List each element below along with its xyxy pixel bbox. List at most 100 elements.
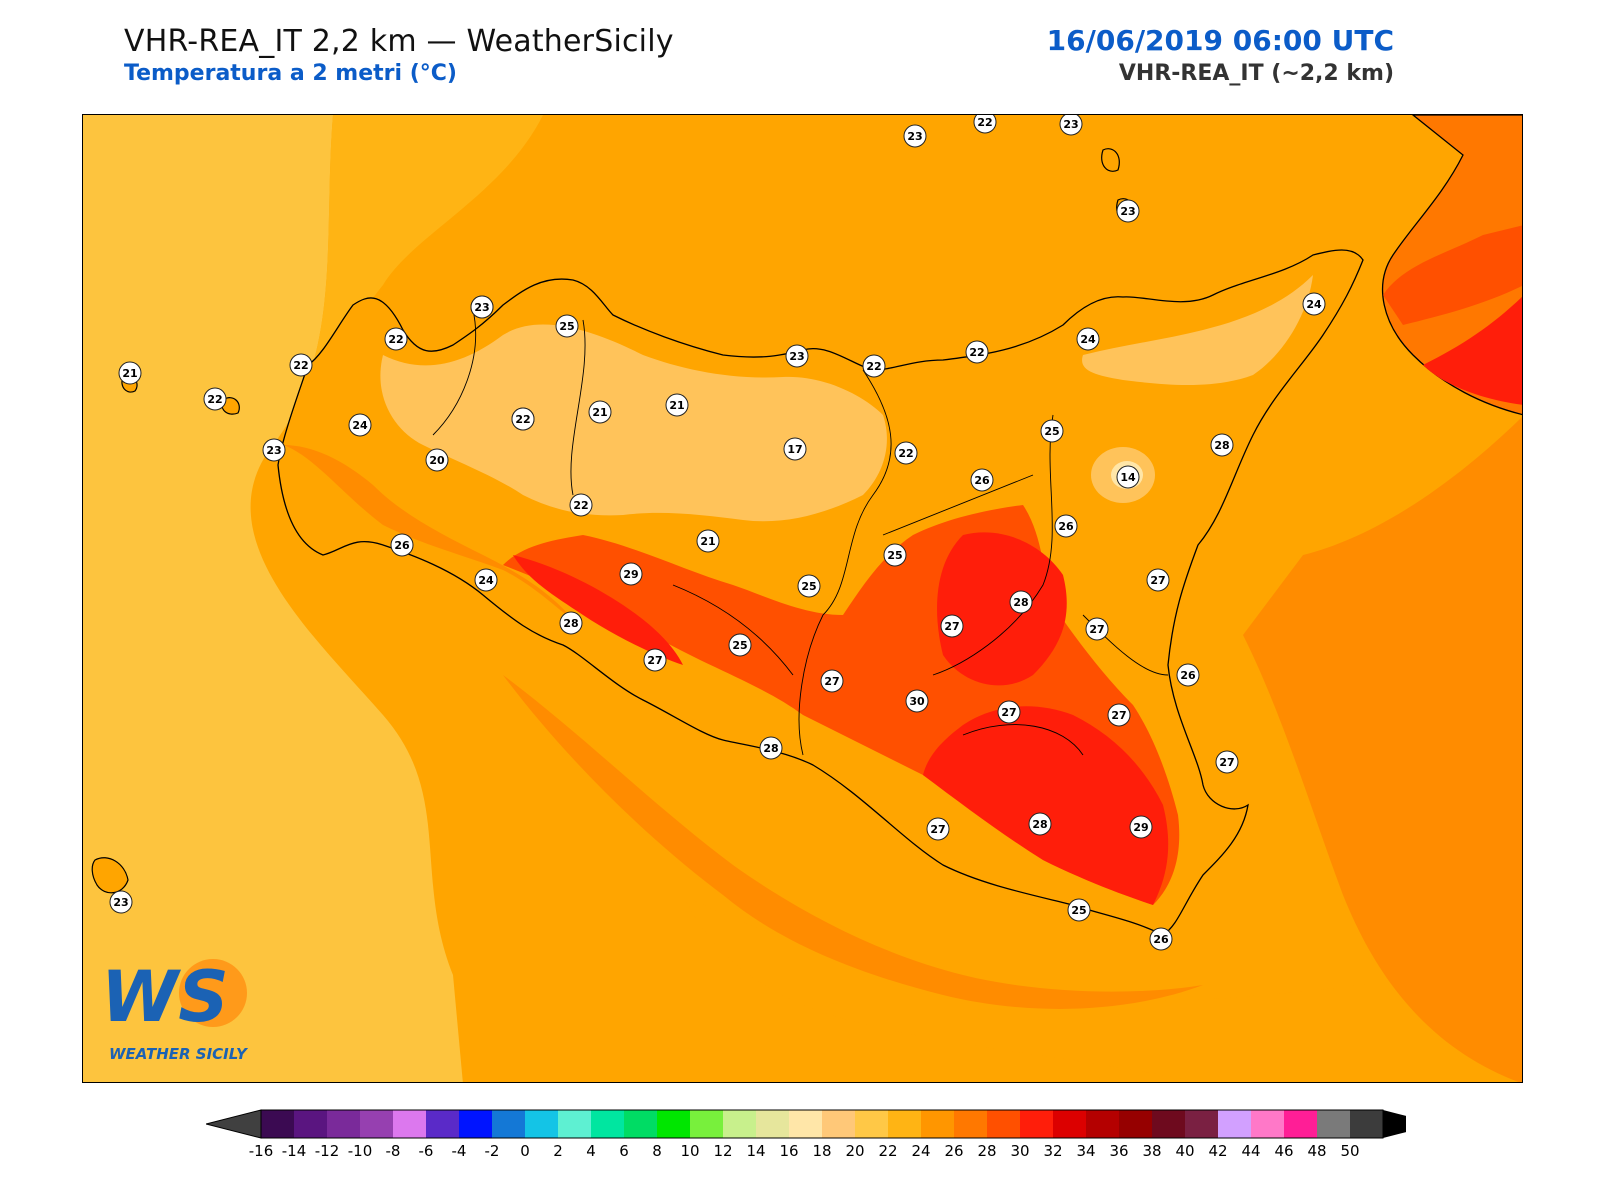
variable-subtitle: Temperatura a 2 metri (°C) <box>124 61 457 86</box>
colorbar-tick-label: 48 <box>1307 1142 1326 1160</box>
station-marker[interactable]: 27 <box>1146 568 1170 592</box>
station-marker[interactable]: 28 <box>1009 590 1033 614</box>
station-marker[interactable]: 23 <box>1116 199 1140 223</box>
station-marker[interactable]: 27 <box>1215 750 1239 774</box>
station-circle <box>1129 815 1153 839</box>
station-marker[interactable]: 26 <box>390 533 414 557</box>
station-circle <box>1146 568 1170 592</box>
station-marker[interactable]: 28 <box>559 611 583 635</box>
station-marker[interactable]: 22 <box>569 493 593 517</box>
sicily-warm-west <box>283 445 573 620</box>
station-marker[interactable]: 25 <box>1040 419 1064 443</box>
station-temperature: 27 <box>647 654 662 667</box>
station-marker[interactable]: 22 <box>511 407 535 431</box>
colorbar-tick-label: 36 <box>1109 1142 1128 1160</box>
station-marker[interactable]: 14 <box>1116 465 1140 489</box>
station-marker[interactable]: 27 <box>820 669 844 693</box>
colorbar-segment <box>921 1110 954 1138</box>
station-marker[interactable]: 30 <box>905 689 929 713</box>
colorbar-segment <box>558 1110 591 1138</box>
station-marker[interactable]: 22 <box>384 327 408 351</box>
station-temperature: 28 <box>763 742 778 755</box>
station-marker[interactable]: 22 <box>894 441 918 465</box>
station-temperature: 17 <box>787 443 802 456</box>
station-circle <box>696 529 720 553</box>
station-marker[interactable]: 21 <box>696 529 720 553</box>
station-temperature: 21 <box>122 367 137 380</box>
station-circle <box>785 344 809 368</box>
station-marker[interactable]: 27 <box>940 614 964 638</box>
station-temperature: 26 <box>1180 669 1196 682</box>
station-marker[interactable]: 21 <box>665 393 689 417</box>
province-border <box>432 309 477 436</box>
logo-text: WEATHER SICILY <box>109 1045 247 1063</box>
station-marker[interactable]: 25 <box>883 543 907 567</box>
station-marker[interactable]: 25 <box>1067 898 1091 922</box>
colorbar-tick-label: 12 <box>713 1142 732 1160</box>
station-temperature: 23 <box>474 301 489 314</box>
station-marker[interactable]: 26 <box>1054 514 1078 538</box>
station-circle <box>1059 115 1083 136</box>
egadi-island-1 <box>221 397 240 415</box>
station-marker[interactable]: 22 <box>862 354 886 378</box>
station-temperature: 25 <box>559 320 574 333</box>
station-circle <box>728 633 752 657</box>
station-temperature: 22 <box>898 447 913 460</box>
station-marker[interactable]: 17 <box>783 437 807 461</box>
station-marker[interactable]: 26 <box>1149 927 1173 951</box>
station-temperature: 21 <box>669 399 684 412</box>
station-marker[interactable]: 24 <box>348 413 372 437</box>
station-temperature: 26 <box>394 539 410 552</box>
station-marker[interactable]: 27 <box>997 700 1021 724</box>
station-circle <box>555 314 579 338</box>
station-marker[interactable]: 28 <box>1028 812 1052 836</box>
station-marker[interactable]: 28 <box>759 736 783 760</box>
temperature-map[interactable]: 23 22 23 23 23 25 22 22 21 22 23 22 23 22 22 24 24 20 22 21… <box>82 114 1523 1083</box>
station-temperature: 27 <box>824 675 839 688</box>
station-circle <box>883 543 907 567</box>
station-marker[interactable]: 21 <box>118 361 142 385</box>
station-circle <box>1076 327 1100 351</box>
station-marker[interactable]: 24 <box>1302 292 1326 316</box>
station-marker[interactable]: 23 <box>1059 115 1083 136</box>
station-marker[interactable]: 22 <box>289 353 313 377</box>
station-marker[interactable]: 28 <box>1210 433 1234 457</box>
station-temperature: 27 <box>1001 706 1016 719</box>
station-marker[interactable]: 27 <box>926 817 950 841</box>
station-temperature: 20 <box>429 454 445 467</box>
station-marker[interactable]: 23 <box>262 438 286 462</box>
station-marker[interactable]: 20 <box>425 448 449 472</box>
colorbar-tick-label: 50 <box>1340 1142 1359 1160</box>
colorbar-min-extension <box>206 1109 262 1139</box>
station-marker[interactable]: 22 <box>203 387 227 411</box>
station-marker[interactable]: 24 <box>474 568 498 592</box>
station-marker[interactable]: 24 <box>1076 327 1100 351</box>
colorbar-segment <box>1152 1110 1185 1138</box>
station-marker[interactable]: 27 <box>1085 617 1109 641</box>
station-marker[interactable]: 23 <box>109 890 133 914</box>
province-border <box>570 319 586 496</box>
station-marker[interactable]: 21 <box>588 400 612 424</box>
station-marker[interactable]: 22 <box>973 115 997 134</box>
colorbar-tick-label: -10 <box>348 1142 373 1160</box>
station-circle <box>1116 465 1140 489</box>
station-circle <box>862 354 886 378</box>
station-marker[interactable]: 23 <box>785 344 809 368</box>
station-marker[interactable]: 26 <box>1176 663 1200 687</box>
station-marker[interactable]: 26 <box>970 468 994 492</box>
station-marker[interactable]: 29 <box>619 562 643 586</box>
station-marker[interactable]: 23 <box>470 295 494 319</box>
colorbar-segment <box>1053 1110 1086 1138</box>
station-marker[interactable]: 25 <box>728 633 752 657</box>
station-marker[interactable]: 25 <box>797 574 821 598</box>
station-marker[interactable]: 23 <box>903 124 927 148</box>
station-marker[interactable]: 22 <box>965 340 989 364</box>
station-temperature: 25 <box>801 580 816 593</box>
station-marker[interactable]: 25 <box>555 314 579 338</box>
station-marker[interactable]: 27 <box>1107 703 1131 727</box>
station-marker[interactable]: 27 <box>643 648 667 672</box>
station-marker[interactable]: 29 <box>1129 815 1153 839</box>
colorbar-segment <box>1350 1110 1383 1138</box>
temperature-colorbar: -16 -14 -12 -10 -8 -6 -4 -2 0 2 4 6 8 10 12 14 16 18 20 22 2… <box>206 1109 1406 1160</box>
station-temperature: 27 <box>944 620 959 633</box>
